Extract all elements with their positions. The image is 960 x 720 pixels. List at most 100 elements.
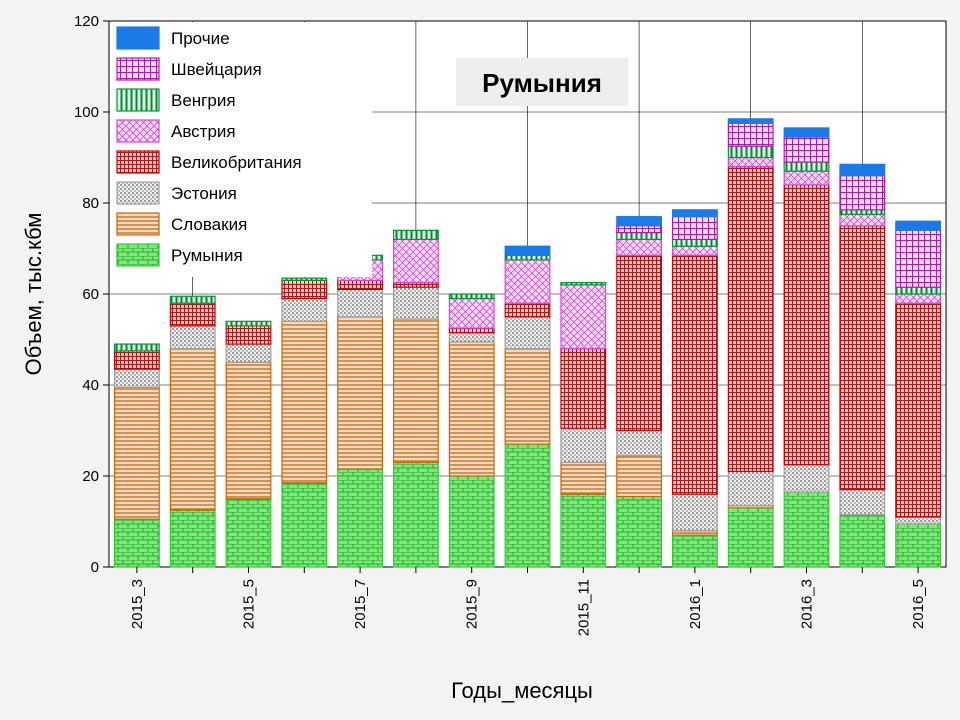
legend-label: Эстония xyxy=(171,184,237,203)
bar-segment-2015_10-0 xyxy=(504,443,551,568)
legend: Прочие Швейцария Венгрия Австрия Великобрита… xyxy=(110,22,372,277)
bar-segment-2016_2-6 xyxy=(727,122,774,147)
legend-item: Эстония xyxy=(116,181,237,205)
bar-segment-2015_12-4 xyxy=(616,238,663,256)
bar-segment-2015_4-1 xyxy=(169,348,216,511)
bar-segment-2015_5-5 xyxy=(225,320,272,327)
bar-segment-2015_9-1 xyxy=(448,341,495,477)
bar-segment-2015_10-3 xyxy=(504,302,551,318)
bar-segment-2015_5-3 xyxy=(225,325,272,345)
bar-segment-2016_1-0 xyxy=(671,534,718,568)
bar-segment-2016_2-3 xyxy=(727,166,774,473)
y-tick-label: 0 xyxy=(91,559,99,576)
bar-segment-2015_10-1 xyxy=(504,348,551,445)
bar-segment-2015_11-3 xyxy=(560,348,607,429)
x-tick-label: 2016_5 xyxy=(910,579,927,629)
x-axis-title: Годы_месяцы xyxy=(451,678,593,703)
bar-segment-2015_5-2 xyxy=(225,343,272,363)
bar-segment-2016_2-2 xyxy=(727,470,774,507)
bar-segment-2016_3-3 xyxy=(783,184,830,466)
legend-swatch xyxy=(116,243,160,267)
legend-swatch xyxy=(116,150,160,174)
y-tick-label: 60 xyxy=(82,286,99,303)
bar-segment-2015_5-1 xyxy=(225,361,272,500)
bar-segment-2016_5-6 xyxy=(895,229,942,288)
y-tick-label: 100 xyxy=(74,104,99,121)
bar-segment-2015_6-5 xyxy=(281,277,328,281)
legend-item: Австрия xyxy=(116,119,236,143)
legend-item: Швейцария xyxy=(116,57,262,81)
bar-segment-2015_6-1 xyxy=(281,320,328,484)
bar-segment-2016_3-7 xyxy=(783,127,830,138)
bar-segment-2016_2-5 xyxy=(727,145,774,159)
bar-segment-2016_5-2 xyxy=(895,516,942,525)
bar-segment-2015_8-5 xyxy=(392,229,439,241)
bar-segment-2016_5-4 xyxy=(895,293,942,304)
bar-segment-2015_4-0 xyxy=(169,509,216,568)
bar-segment-2015_9-5 xyxy=(448,293,495,300)
bars xyxy=(113,118,942,568)
y-tick-label: 120 xyxy=(74,13,99,30)
legend-swatch xyxy=(116,212,160,236)
chart-title-box: Румыния xyxy=(456,58,628,106)
y-tick-label: 40 xyxy=(82,377,99,394)
bar-segment-2015_7-2 xyxy=(337,288,384,318)
x-tick-label: 2015_5 xyxy=(241,579,258,629)
bar-segment-2015_5-0 xyxy=(225,498,272,568)
bar-segment-2015_10-7 xyxy=(504,245,551,256)
x-tick-label: 2015_7 xyxy=(352,579,369,629)
bar-segment-2015_12-0 xyxy=(616,495,663,568)
legend-label: Австрия xyxy=(171,122,236,141)
bar-segment-2015_6-0 xyxy=(281,482,328,568)
bar-segment-2015_6-3 xyxy=(281,279,328,300)
bar-segment-2015_12-5 xyxy=(616,231,663,240)
legend-item: Словакия xyxy=(116,212,247,236)
bar-segment-2015_4-5 xyxy=(169,295,216,304)
bar-segment-2015_12-7 xyxy=(616,216,663,227)
bar-segment-2015_12-2 xyxy=(616,429,663,457)
legend-swatch xyxy=(116,26,160,50)
bar-segment-2015_3-0 xyxy=(113,518,160,568)
bar-segment-2016_1-6 xyxy=(671,216,718,240)
bar-segment-2016_2-7 xyxy=(727,118,774,124)
bar-segment-2015_3-2 xyxy=(113,368,160,388)
x-tick-label: 2015_9 xyxy=(464,579,481,629)
legend-label: Венгрия xyxy=(171,91,236,110)
bar-segment-2016_5-0 xyxy=(895,523,942,568)
x-axis: 2015_3 2015_5 2015_7 2015_9 2015_11 2016_1 201… xyxy=(129,567,927,636)
legend-label: Прочие xyxy=(171,29,230,48)
bar-segment-2015_12-1 xyxy=(616,454,663,498)
bar-segment-2016_3-4 xyxy=(783,170,830,186)
bar-segment-2015_9-2 xyxy=(448,332,495,343)
bar-segment-2015_4-2 xyxy=(169,325,216,350)
x-tick-label: 2015_3 xyxy=(129,579,146,629)
bar-segment-2016_1-5 xyxy=(671,238,718,247)
bar-segment-2015_7-3 xyxy=(337,279,384,291)
chart-title: Румыния xyxy=(482,68,602,98)
x-tick-label: 2016_3 xyxy=(799,579,816,629)
bar-segment-2016_3-0 xyxy=(783,491,830,568)
legend-label: Великобритания xyxy=(171,153,302,172)
bar-segment-2016_3-2 xyxy=(783,464,830,493)
bar-segment-2016_1-1 xyxy=(671,529,718,536)
bar-segment-2015_8-3 xyxy=(392,282,439,288)
bar-segment-2016_4-2 xyxy=(839,489,886,516)
legend-item: Венгрия xyxy=(116,88,236,112)
bar-segment-2015_3-3 xyxy=(113,350,160,370)
bar-segment-2015_11-0 xyxy=(560,493,607,568)
bar-segment-2016_4-0 xyxy=(839,514,886,568)
bar-segment-2015_8-0 xyxy=(392,461,439,568)
bar-segment-2016_5-3 xyxy=(895,302,942,518)
legend-item: Великобритания xyxy=(116,150,302,174)
bar-segment-2015_3-1 xyxy=(113,386,160,520)
legend-swatch xyxy=(116,57,160,81)
legend-swatch xyxy=(116,88,160,112)
legend-label: Румыния xyxy=(171,246,243,265)
legend-label: Швейцария xyxy=(171,60,262,79)
bar-segment-2015_7-0 xyxy=(337,468,384,568)
legend-label: Словакия xyxy=(171,215,247,234)
bar-segment-2015_11-5 xyxy=(560,282,607,286)
x-tick-label: 2016_1 xyxy=(687,579,704,629)
y-axis-title: Объем, тыс.кбм xyxy=(21,213,46,376)
